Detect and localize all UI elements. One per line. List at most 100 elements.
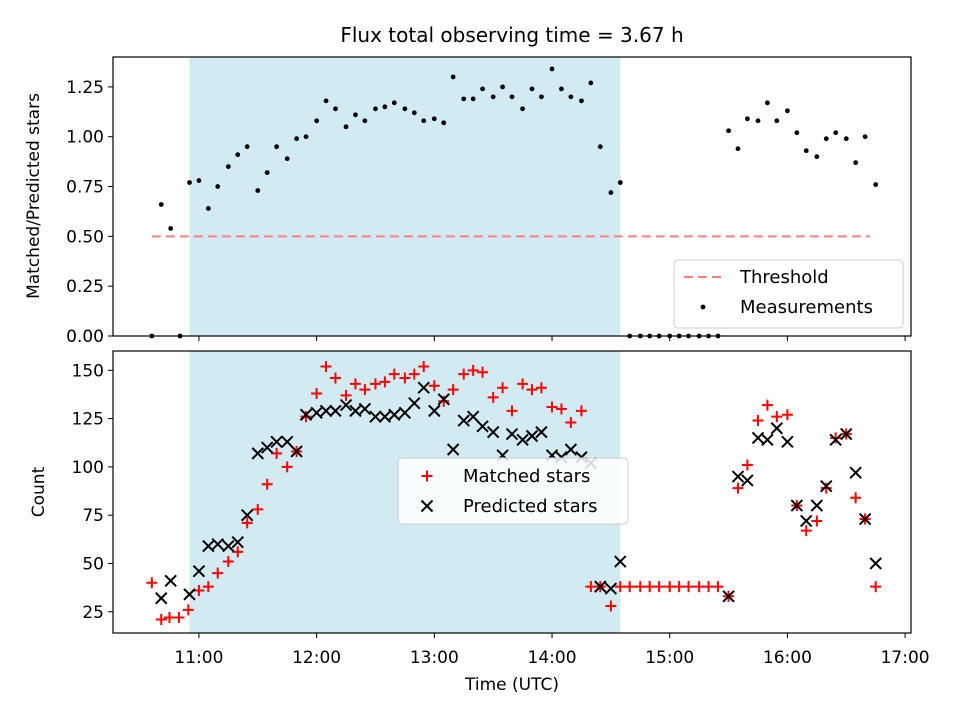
measurement-point (391, 100, 397, 106)
matched-star-point (447, 384, 459, 396)
matched-star-point (703, 581, 715, 593)
measurement-point (294, 136, 300, 142)
y-tick-label: 75 (82, 506, 104, 526)
measurement-point (559, 86, 564, 92)
predicted-star-point (231, 536, 244, 549)
measurement-point (205, 206, 211, 211)
measurement-point (470, 96, 476, 102)
top-panel: 0.00 0.25 0.50 0.75 1.00 1.25 Matched/Predict… (24, 56, 912, 347)
measurement-point (373, 106, 378, 112)
x-tick-label: 13:00 (410, 648, 459, 668)
predicted-star-point (731, 470, 745, 483)
measurement-point (244, 144, 250, 150)
measurement-point (549, 66, 555, 72)
x-tick-label: 11:00 (174, 648, 223, 668)
measurement-point (343, 124, 349, 130)
measurement-point (744, 116, 750, 122)
bottom-y-axis-label: Count (29, 466, 49, 517)
matched-star-point (369, 378, 381, 390)
predicted-star-point (722, 590, 735, 603)
legend-predicted-swatch (420, 499, 434, 513)
matched-star-point (458, 368, 470, 380)
measurement-point (480, 86, 485, 92)
measurement-point (529, 86, 535, 92)
matched-star-point (830, 432, 842, 444)
matched-star-point (418, 360, 430, 372)
matched-star-point (163, 612, 175, 624)
measurement-point (726, 128, 731, 134)
axes-frame (112, 350, 912, 634)
matched-star-point (311, 387, 323, 399)
bottom-plot-marks (146, 360, 882, 625)
bottom-panel: 25 50 75 100 125 150 11:00 12:00 13:00 14:00 15:00… (29, 350, 930, 695)
measurement-point (833, 130, 839, 136)
matched-star-point (653, 581, 665, 593)
x-tick-label: 15:00 (645, 648, 694, 668)
predicted-star-point (164, 574, 177, 588)
matched-star-point (693, 581, 705, 593)
predicted-star-point (849, 466, 862, 479)
measurement-point (323, 98, 329, 104)
measurement-point (362, 118, 368, 124)
legend-matched-swatch (421, 470, 433, 482)
y-tick-label: 50 (82, 554, 104, 574)
matched-star-point (182, 604, 194, 616)
measurement-point (608, 190, 614, 195)
legend-matched-label: Matched stars (463, 466, 590, 487)
predicted-star-point (564, 443, 578, 456)
observing-span-band (189, 57, 621, 336)
predicted-star-point (486, 425, 500, 439)
measurement-point (441, 120, 447, 126)
y-tick-label: 150 (72, 361, 104, 381)
measurement-point (490, 94, 496, 100)
matched-star-point (399, 372, 411, 384)
y-tick-label: 0.00 (66, 327, 104, 347)
matched-star-point (614, 581, 626, 593)
predicted-star-point (761, 433, 774, 447)
matched-star-point (644, 581, 656, 593)
legend-box (673, 259, 904, 329)
predicted-star-point (202, 539, 215, 553)
measurement-point (579, 98, 584, 104)
measurement-point (274, 144, 280, 150)
measurement-point (617, 180, 623, 185)
matched-star-point (771, 411, 783, 423)
predicted-star-point (358, 402, 372, 416)
predicted-star-point (339, 398, 353, 412)
matched-star-point (300, 411, 312, 423)
measurement-point (588, 80, 594, 86)
top-y-axis-label: Matched/Predicted stars (24, 93, 44, 299)
matched-star-point (408, 368, 420, 380)
matched-star-point (379, 376, 391, 388)
predicted-star-point (319, 404, 333, 418)
matched-star-point (732, 482, 744, 494)
matched-star-point (761, 399, 773, 411)
matched-star-point (232, 546, 244, 558)
predicted-star-point (408, 396, 421, 410)
predicted-star-point (770, 422, 784, 435)
predicted-star-point (840, 427, 853, 441)
y-tick-label: 0.50 (66, 227, 104, 247)
top-legend: Threshold Measurements (673, 259, 904, 329)
predicted-star-point (290, 445, 303, 458)
predicted-star-point (378, 410, 392, 423)
matched-star-point (585, 581, 597, 593)
x-tick-label: 14:00 (528, 648, 577, 668)
predicted-star-point (781, 435, 794, 448)
matched-star-point (193, 585, 205, 597)
measurement-point (158, 202, 164, 207)
measurement-point (382, 104, 388, 110)
matched-star-point (565, 416, 577, 428)
matched-star-point (683, 581, 695, 593)
predicted-star-point (428, 404, 441, 418)
predicted-star-point (820, 479, 833, 493)
legend-predicted-label: Predicted stars (463, 496, 597, 517)
predicted-star-point (388, 408, 401, 421)
measurement-point (500, 84, 505, 90)
matched-star-point (241, 517, 253, 529)
predicted-star-point (260, 441, 274, 454)
matched-star-point (349, 378, 361, 390)
measurement-point (765, 100, 770, 106)
matched-star-point (173, 612, 185, 624)
measurement-point (187, 180, 192, 185)
